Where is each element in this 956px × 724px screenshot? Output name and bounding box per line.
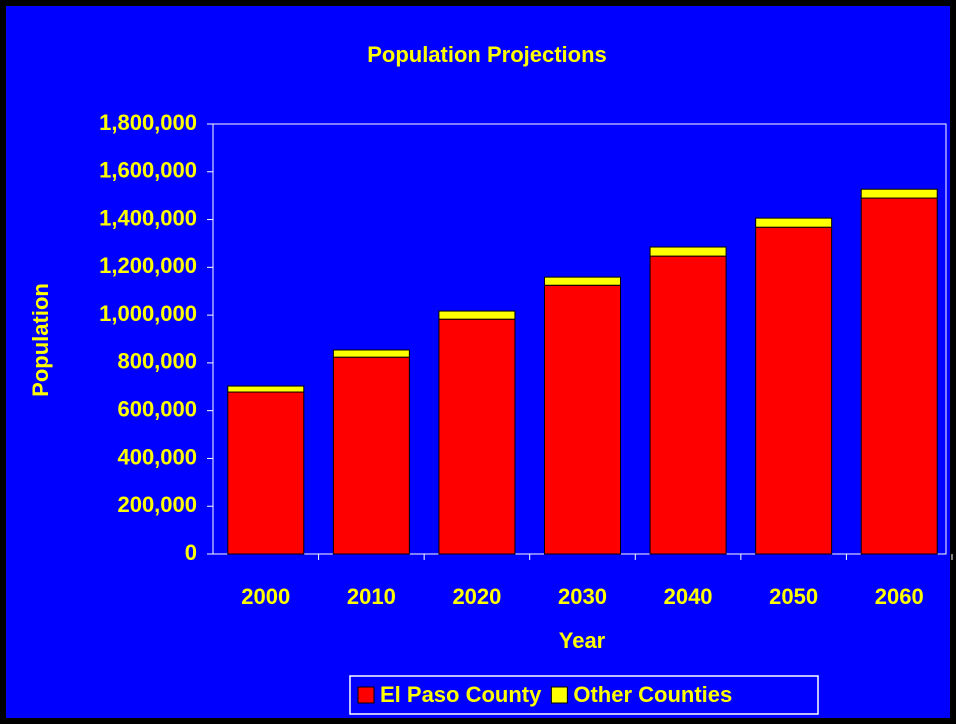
y-axis-label: Population xyxy=(28,283,53,397)
y-tick-label: 200,000 xyxy=(117,492,197,517)
x-tick-label: 2040 xyxy=(664,584,713,609)
bar-segment xyxy=(755,217,833,228)
y-tick-label: 1,000,000 xyxy=(99,301,197,326)
bar-segment xyxy=(438,310,516,320)
bar-segment xyxy=(332,356,410,555)
bar-segment xyxy=(227,391,305,555)
y-tick-label: 1,400,000 xyxy=(99,205,197,230)
chart-title: Population Projections xyxy=(367,42,607,67)
y-tick-label: 800,000 xyxy=(117,349,197,374)
bar-segment xyxy=(227,385,305,393)
y-tick-label: 1,200,000 xyxy=(99,253,197,278)
x-tick-label: 2050 xyxy=(769,584,818,609)
bar-segment xyxy=(544,284,621,555)
x-tick-label: 2010 xyxy=(347,584,396,609)
bar-segment xyxy=(332,349,410,358)
bar-segment xyxy=(860,188,938,199)
bar-segment xyxy=(755,226,833,555)
bar-segment xyxy=(860,197,938,555)
bar-segment xyxy=(438,318,516,555)
y-tick-label: 0 xyxy=(185,540,197,565)
x-tick-label: 2000 xyxy=(241,584,290,609)
legend-label: El Paso County xyxy=(380,682,542,707)
x-tick-label: 2060 xyxy=(875,584,924,609)
x-tick-label: 2030 xyxy=(558,584,607,609)
legend-swatch xyxy=(550,686,568,704)
bar-segment xyxy=(649,255,727,555)
x-tick-label: 2020 xyxy=(452,584,501,609)
y-tick-label: 1,600,000 xyxy=(99,158,197,183)
bar-segment xyxy=(649,246,727,257)
legend xyxy=(349,675,819,715)
y-tick-label: 1,800,000 xyxy=(99,110,197,135)
y-tick-label: 600,000 xyxy=(117,396,197,421)
x-axis-label: Year xyxy=(559,628,606,653)
bar-segment xyxy=(544,276,621,286)
legend-swatch xyxy=(357,686,375,704)
y-tick-label: 400,000 xyxy=(117,444,197,469)
legend-label: Other Counties xyxy=(573,682,732,707)
